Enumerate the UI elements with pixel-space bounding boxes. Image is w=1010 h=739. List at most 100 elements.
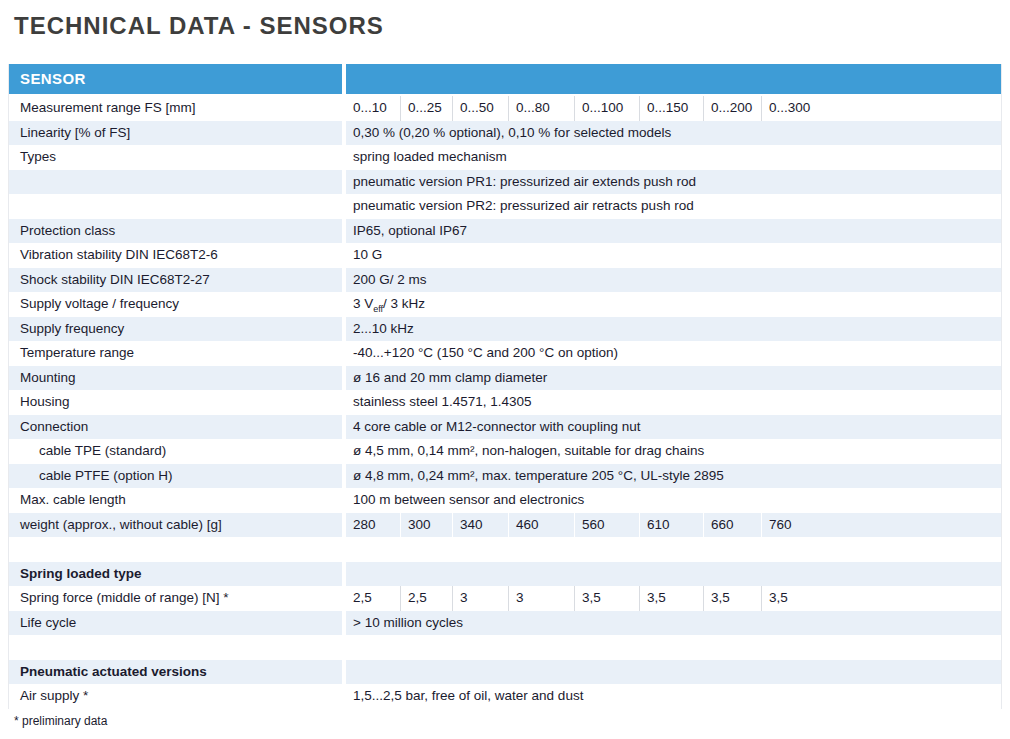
row-label: weight (approx., without cable) [g] bbox=[9, 513, 342, 538]
row-label: Linearity [% of FS] bbox=[9, 121, 342, 146]
weight-cell: 460 bbox=[508, 513, 574, 538]
weight-cell: 560 bbox=[574, 513, 639, 538]
row-label: Mounting bbox=[9, 366, 342, 391]
spring-force-cell: 3,5 bbox=[703, 586, 761, 611]
weight-cell: 300 bbox=[400, 513, 452, 538]
weight-cell: 660 bbox=[703, 513, 761, 538]
table-row: Shock stability DIN IEC68T2-27 200 G/ 2 … bbox=[9, 268, 1001, 293]
section-title: Pneumatic actuated versions bbox=[9, 660, 342, 685]
sensor-table: SENSOR Measurement range FS [mm] 0...10 … bbox=[8, 64, 1002, 709]
page-title: TECHNICAL DATA - SENSORS bbox=[14, 12, 1010, 40]
row-value: pneumatic version PR2: pressurized air r… bbox=[346, 194, 1001, 219]
table-row: Spring force (middle of range) [N] * 2,5… bbox=[9, 586, 1001, 611]
table-row: Measurement range FS [mm] 0...10 0...25 … bbox=[9, 96, 1001, 121]
row-label bbox=[9, 537, 342, 562]
row-value: 4 core cable or M12-connector with coupl… bbox=[346, 415, 1001, 440]
row-label: Protection class bbox=[9, 219, 342, 244]
value-prefix: 3 V bbox=[353, 296, 373, 311]
table-row: Vibration stability DIN IEC68T2-6 10 G bbox=[9, 243, 1001, 268]
table-row: Housing stainless steel 1.4571, 1.4305 bbox=[9, 390, 1001, 415]
row-value: stainless steel 1.4571, 1.4305 bbox=[346, 390, 1001, 415]
row-value: ø 4,5 mm, 0,14 mm², non-halogen, suitabl… bbox=[346, 439, 1001, 464]
table-row: Air supply * 1,5...2,5 bar, free of oil,… bbox=[9, 684, 1001, 709]
row-label bbox=[9, 170, 342, 195]
row-label: Types bbox=[9, 145, 342, 170]
table-row-spacer bbox=[9, 635, 1001, 660]
row-label: Vibration stability DIN IEC68T2-6 bbox=[9, 243, 342, 268]
table-row: Types spring loaded mechanism bbox=[9, 145, 1001, 170]
table-row: pneumatic version PR2: pressurized air r… bbox=[9, 194, 1001, 219]
row-value bbox=[346, 660, 1001, 685]
spring-force-cell: 2,5 bbox=[346, 586, 400, 611]
table-row: Mounting ø 16 and 20 mm clamp diameter bbox=[9, 366, 1001, 391]
row-value: 0,30 % (0,20 % optional), 0,10 % for sel… bbox=[346, 121, 1001, 146]
row-value: 3 Veff/ 3 kHz bbox=[346, 292, 1001, 317]
table-row: Life cycle > 10 million cycles bbox=[9, 611, 1001, 636]
table-header-row: SENSOR bbox=[9, 64, 1001, 94]
spring-force-cell: 3,5 bbox=[761, 586, 1001, 611]
row-label: Housing bbox=[9, 390, 342, 415]
row-label: Shock stability DIN IEC68T2-27 bbox=[9, 268, 342, 293]
row-value: spring loaded mechanism bbox=[346, 145, 1001, 170]
row-value bbox=[346, 635, 1001, 660]
row-label: Life cycle bbox=[9, 611, 342, 636]
row-value: 10 G bbox=[346, 243, 1001, 268]
range-cell: 0...80 bbox=[508, 96, 574, 121]
range-cell: 0...150 bbox=[639, 96, 703, 121]
table-row: Max. cable length 100 m between sensor a… bbox=[9, 488, 1001, 513]
row-label: Connection bbox=[9, 415, 342, 440]
weight-cell: 280 bbox=[346, 513, 400, 538]
row-label: cable PTFE (option H) bbox=[9, 464, 342, 489]
table-row: Connection 4 core cable or M12-connector… bbox=[9, 415, 1001, 440]
row-label: Spring force (middle of range) [N] * bbox=[9, 586, 342, 611]
table-section-row: Pneumatic actuated versions bbox=[9, 660, 1001, 685]
table-header-spacer bbox=[346, 64, 1001, 94]
row-label bbox=[9, 194, 342, 219]
row-values: 0...10 0...25 0...50 0...80 0...100 0...… bbox=[346, 96, 1001, 121]
table-section-row: Spring loaded type bbox=[9, 562, 1001, 587]
row-value: > 10 million cycles bbox=[346, 611, 1001, 636]
table-row: Supply voltage / frequency 3 Veff/ 3 kHz bbox=[9, 292, 1001, 317]
spring-force-cell: 3 bbox=[508, 586, 574, 611]
spring-force-cell: 3 bbox=[452, 586, 508, 611]
row-value: 2...10 kHz bbox=[346, 317, 1001, 342]
value-suffix: / 3 kHz bbox=[383, 296, 425, 311]
row-value bbox=[346, 562, 1001, 587]
range-cell: 0...200 bbox=[703, 96, 761, 121]
spring-force-cell: 2,5 bbox=[400, 586, 452, 611]
range-cell: 0...300 bbox=[761, 96, 1001, 121]
footnote: * preliminary data bbox=[14, 714, 1010, 728]
range-cell: 0...50 bbox=[452, 96, 508, 121]
row-label: Measurement range FS [mm] bbox=[9, 96, 342, 121]
table-header-label: SENSOR bbox=[9, 64, 342, 94]
table-row: cable PTFE (option H) ø 4,8 mm, 0,24 mm²… bbox=[9, 464, 1001, 489]
table-row: Supply frequency 2...10 kHz bbox=[9, 317, 1001, 342]
row-value bbox=[346, 537, 1001, 562]
table-row: pneumatic version PR1: pressurized air e… bbox=[9, 170, 1001, 195]
row-value: ø 4,8 mm, 0,24 mm², max. temperature 205… bbox=[346, 464, 1001, 489]
row-value: 200 G/ 2 ms bbox=[346, 268, 1001, 293]
row-value: ø 16 and 20 mm clamp diameter bbox=[346, 366, 1001, 391]
row-label: Air supply * bbox=[9, 684, 342, 709]
row-label bbox=[9, 635, 342, 660]
table-row: Protection class IP65, optional IP67 bbox=[9, 219, 1001, 244]
row-label: cable TPE (standard) bbox=[9, 439, 342, 464]
weight-cell: 340 bbox=[452, 513, 508, 538]
weight-cell: 760 bbox=[761, 513, 1001, 538]
range-cell: 0...100 bbox=[574, 96, 639, 121]
weight-cell: 610 bbox=[639, 513, 703, 538]
table-row: weight (approx., without cable) [g] 280 … bbox=[9, 513, 1001, 538]
row-label: Temperature range bbox=[9, 341, 342, 366]
row-values: 280 300 340 460 560 610 660 760 bbox=[346, 513, 1001, 538]
row-values: 2,5 2,5 3 3 3,5 3,5 3,5 3,5 bbox=[346, 586, 1001, 611]
row-value: 100 m between sensor and electronics bbox=[346, 488, 1001, 513]
row-value: pneumatic version PR1: pressurized air e… bbox=[346, 170, 1001, 195]
spring-force-cell: 3,5 bbox=[574, 586, 639, 611]
spring-force-cell: 3,5 bbox=[639, 586, 703, 611]
row-value: 1,5...2,5 bar, free of oil, water and du… bbox=[346, 684, 1001, 709]
row-value: -40...+120 °C (150 °C and 200 °C on opti… bbox=[346, 341, 1001, 366]
range-cell: 0...25 bbox=[400, 96, 452, 121]
value-subscript: eff bbox=[373, 304, 383, 314]
row-label: Supply frequency bbox=[9, 317, 342, 342]
table-row-spacer bbox=[9, 537, 1001, 562]
